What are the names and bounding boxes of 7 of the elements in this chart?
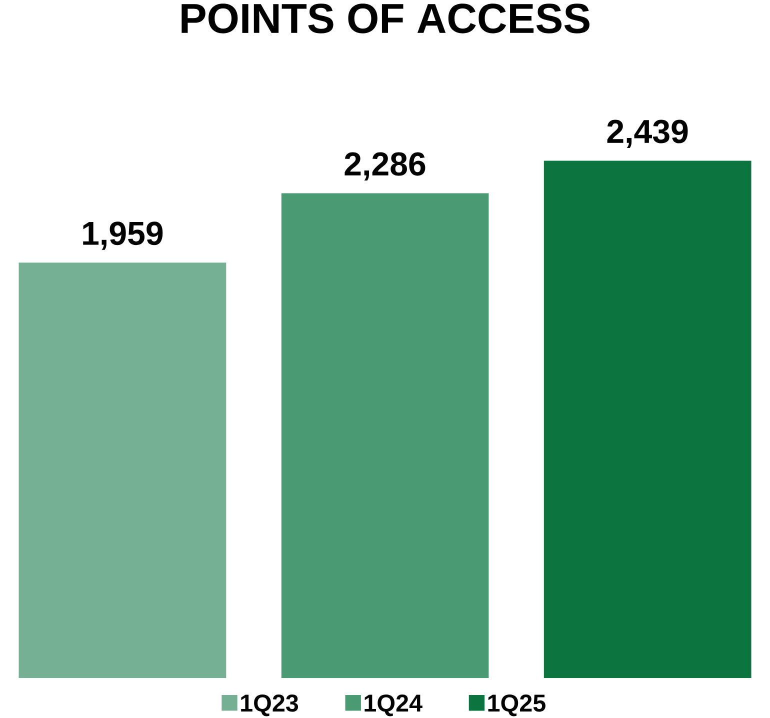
data-label: 2,439 xyxy=(607,120,688,148)
legend-label: 1Q23 xyxy=(241,694,298,716)
data-label: 1,959 xyxy=(83,222,163,250)
legend-label: 1Q25 xyxy=(488,694,546,716)
legend-label: 1Q24 xyxy=(364,694,422,716)
data-label: 2,286 xyxy=(344,152,426,181)
chart-title: POINTS OF ACCESS xyxy=(182,4,590,34)
